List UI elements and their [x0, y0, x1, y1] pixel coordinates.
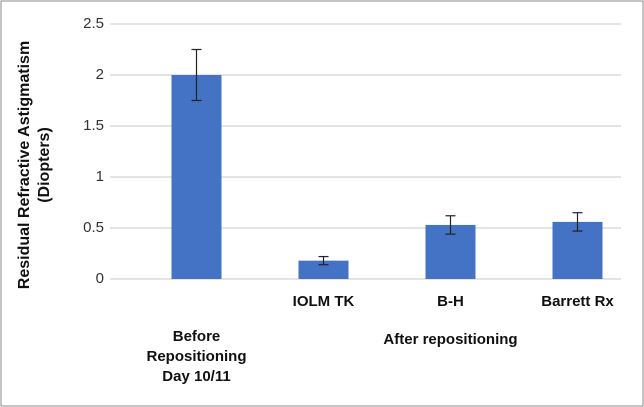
x-tick-label: B-H: [437, 293, 464, 310]
x-tick-label: Barrett Rx: [541, 293, 614, 310]
y-tick-label: 0.5: [83, 219, 104, 236]
x-tick-label: IOLM TK: [292, 293, 355, 310]
y-tick-label: 2: [96, 66, 104, 83]
bar: [171, 75, 222, 279]
y-axis-title: Residual Refractive Astigmatism (Diopter…: [16, 40, 53, 290]
group-label: After repositioning: [383, 331, 518, 348]
y-tick-label: 1: [96, 168, 104, 185]
y-tick-label: 1.5: [83, 117, 104, 134]
y-tick-label: 0: [96, 270, 104, 287]
x-tick-label: Before Repositioning Day 10/11: [146, 328, 247, 385]
bar: [298, 260, 349, 279]
y-tick-label: 2.5: [83, 15, 104, 32]
